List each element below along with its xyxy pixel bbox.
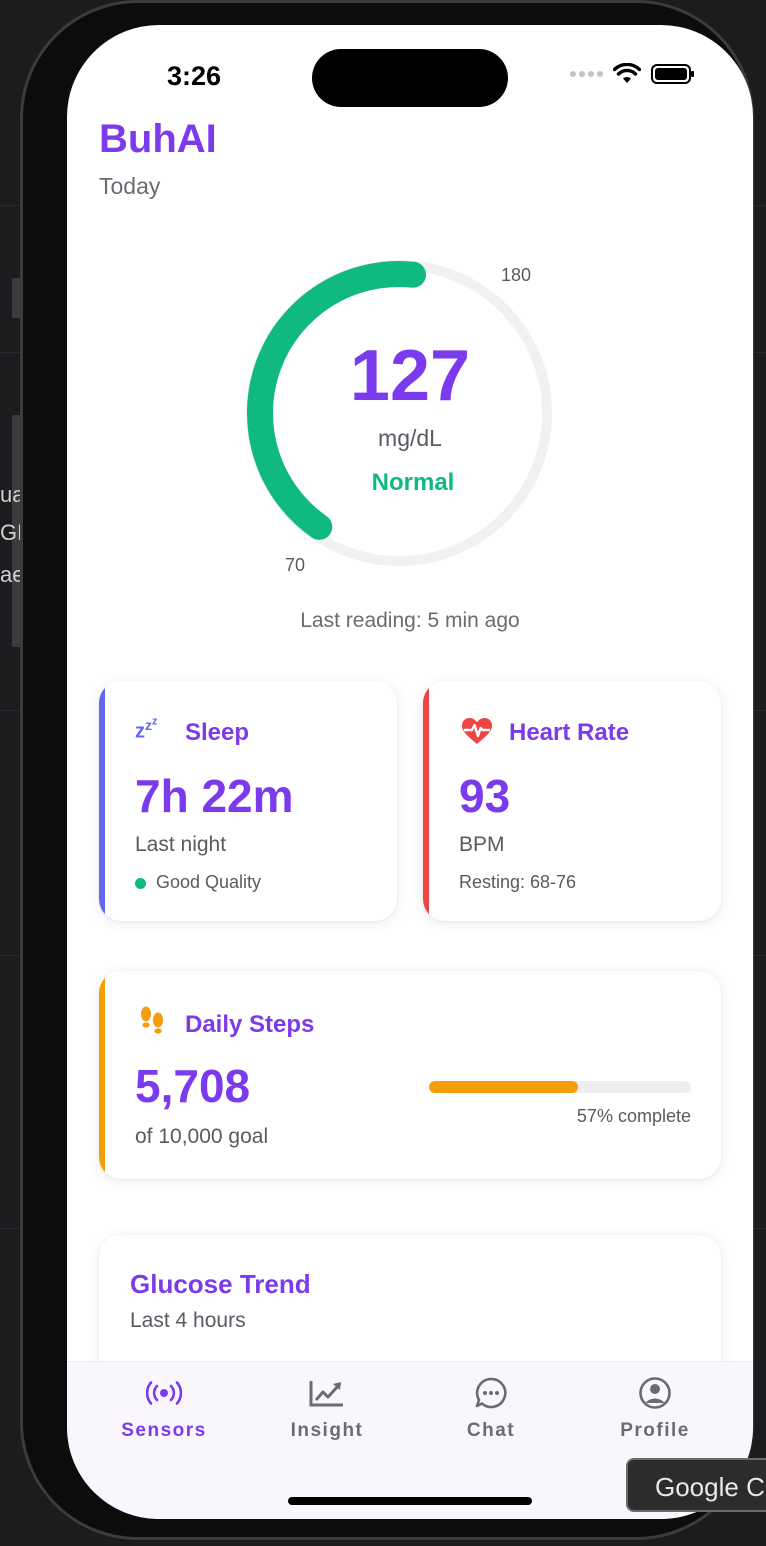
- sleep-subtitle: Last night: [135, 833, 227, 856]
- card-accent: [99, 971, 105, 1179]
- steps-value: 5,708: [135, 1060, 251, 1112]
- tab-profile[interactable]: Profile: [585, 1376, 725, 1442]
- sleep-title: Sleep: [185, 719, 250, 746]
- tab-insight[interactable]: Insight: [257, 1376, 397, 1442]
- card-accent: [423, 681, 429, 921]
- status-time: 3:26: [167, 61, 222, 91]
- app-screen: 3:26 BuhAI Today 127 mg/dL Normal 180 70…: [67, 25, 753, 1519]
- trend-title: Glucose Trend: [130, 1269, 311, 1299]
- chat-icon: [421, 1376, 561, 1410]
- sensors-icon: [94, 1376, 234, 1410]
- trend-subtitle: Last 4 hours: [130, 1309, 246, 1332]
- gauge-max-label: 180: [501, 265, 532, 285]
- tab-chat[interactable]: Chat: [421, 1376, 561, 1442]
- tab-label: Chat: [466, 1420, 516, 1441]
- gauge-min-label: 70: [285, 555, 306, 575]
- profile-icon: [585, 1376, 725, 1410]
- heart-rate-title: Heart Rate: [509, 719, 630, 746]
- steps-progress-fill: [429, 1081, 579, 1093]
- heart-rate-value: 93: [459, 770, 511, 822]
- wifi-icon: [613, 63, 641, 83]
- dynamic-island: [312, 49, 508, 107]
- glucose-gauge: [246, 260, 552, 566]
- app-title: BuhAI: [99, 117, 217, 161]
- steps-card[interactable]: Daily Steps 5,708 of 10,000 goal 57% com…: [99, 971, 721, 1179]
- glucose-unit: mg/dL: [378, 425, 442, 451]
- sleep-quality: Good Quality: [135, 872, 261, 893]
- tab-sensors[interactable]: Sensors: [94, 1376, 234, 1442]
- glucose-value: 127: [349, 336, 471, 416]
- home-indicator: [288, 1497, 532, 1505]
- steps-progress-bar: [429, 1081, 691, 1093]
- sleep-value: 7h 22m: [135, 770, 294, 822]
- sleep-quality-label: Good Quality: [156, 872, 262, 892]
- heartbeat-icon: [462, 718, 492, 744]
- last-reading: Last reading: 5 min ago: [300, 609, 520, 632]
- glucose-status: Normal: [371, 469, 455, 496]
- phone-frame: 3:26 BuhAI Today 127 mg/dL Normal 180 70…: [20, 0, 754, 1540]
- battery-icon: [651, 64, 694, 84]
- footprints-icon: [141, 1006, 163, 1034]
- tab-label: Sensors: [121, 1420, 207, 1441]
- heart-rate-unit: BPM: [459, 833, 505, 856]
- date-label: Today: [99, 173, 161, 199]
- steps-goal: of 10,000 goal: [135, 1125, 269, 1148]
- chart-icon: [257, 1376, 397, 1410]
- zzz-icon: zzz: [135, 715, 158, 743]
- tab-label: Insight: [290, 1420, 364, 1441]
- card-accent: [99, 681, 105, 921]
- sleep-card[interactable]: zzz Sleep 7h 22m Last night Good Quality: [99, 681, 397, 921]
- cellular-signal-icon: [570, 71, 603, 77]
- resting-range: Resting: 68-76: [459, 872, 577, 892]
- tab-label: Profile: [620, 1420, 690, 1441]
- quality-dot: [135, 877, 146, 889]
- gauge-level-arc: [247, 261, 427, 540]
- status-icons: [570, 63, 694, 85]
- steps-title: Daily Steps: [185, 1011, 315, 1038]
- steps-progress-text: 57% complete: [576, 1106, 691, 1126]
- tooltip: Google C: [626, 1458, 766, 1512]
- heart-rate-card[interactable]: Heart Rate 93 BPM Resting: 68-76: [423, 681, 721, 921]
